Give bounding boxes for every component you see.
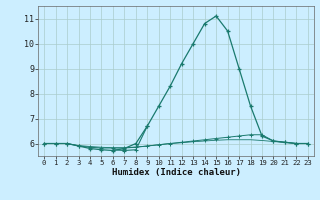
X-axis label: Humidex (Indice chaleur): Humidex (Indice chaleur) — [111, 168, 241, 177]
